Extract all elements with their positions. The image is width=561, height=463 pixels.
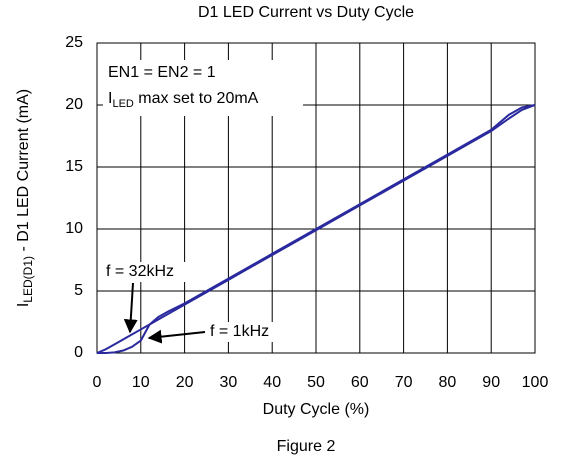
y-tick-label: 15 [65, 158, 83, 175]
annotation: ILED max set to 20mA [108, 90, 259, 110]
annotation-sub: LED [112, 98, 133, 110]
x-tick-label: 10 [132, 374, 150, 391]
x-tick-label: 20 [176, 374, 194, 391]
annotation-box [103, 60, 303, 116]
series-label: f = 32kHz [106, 263, 174, 280]
series-label: f = 1kHz [210, 323, 269, 340]
x-tick-label: 90 [482, 374, 500, 391]
y-label-main: I [15, 303, 32, 307]
label-bg [103, 262, 195, 282]
x-tick-label: 30 [220, 374, 238, 391]
x-tick-label: 70 [395, 374, 413, 391]
arrow [123, 282, 138, 334]
annotation: EN1 = EN2 = 1 [108, 64, 216, 81]
x-tick-label: 60 [351, 374, 369, 391]
plot [96, 42, 536, 354]
y-axis-label: ILED(D1) - D1 LED Current (mA) [15, 89, 35, 307]
caption: Figure 2 [277, 438, 336, 455]
x-tick-label: 50 [307, 374, 325, 391]
x-tick-label: 40 [263, 374, 281, 391]
series-line [97, 104, 536, 354]
x-tick-label: 80 [439, 374, 457, 391]
x-axis-label: Duty Cycle (%) [263, 401, 370, 418]
y-label-sub: LED(D1) [21, 256, 35, 303]
label-bg [206, 322, 292, 342]
y-tick-label: 0 [74, 344, 83, 361]
series-line [96, 104, 536, 354]
chart-title: D1 LED Current vs Duty Cycle [198, 4, 414, 21]
y-tick-label: 5 [74, 282, 83, 299]
y-label-rest: - D1 LED Current (mA) [15, 89, 32, 256]
annotation-rest: max set to 20mA [134, 90, 259, 107]
y-tick-label: 20 [65, 96, 83, 113]
y-tick-label: 25 [65, 34, 83, 51]
annotation-main: I [108, 90, 112, 107]
y-tick-label: 10 [65, 220, 83, 237]
x-tick-label: 100 [522, 374, 549, 391]
arrow [147, 329, 206, 344]
x-tick-label: 0 [93, 374, 102, 391]
